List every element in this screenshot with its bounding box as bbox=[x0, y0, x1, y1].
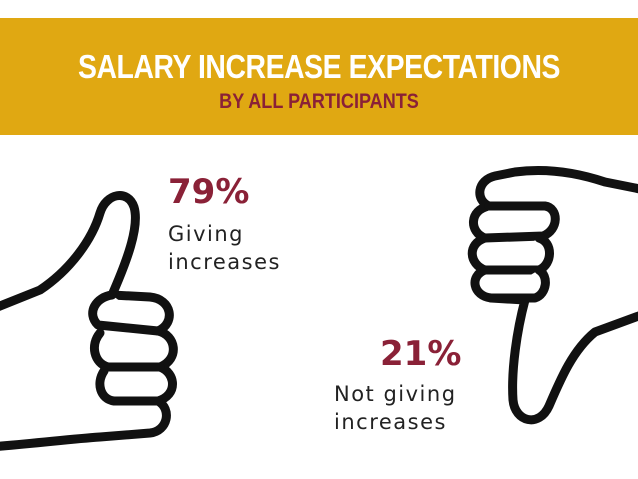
header-banner: SALARY INCREASE EXPECTATIONS BY ALL PART… bbox=[0, 18, 638, 135]
stat-percent-giving: 79% bbox=[168, 172, 250, 212]
page-title: SALARY INCREASE EXPECTATIONS bbox=[77, 48, 561, 85]
stat-label-giving-line2: increases bbox=[168, 250, 281, 274]
stat-label-not-giving-line1: Not giving bbox=[334, 382, 457, 406]
page-subtitle: BY ALL PARTICIPANTS bbox=[219, 90, 419, 113]
stat-label-giving-line1: Giving bbox=[168, 222, 245, 246]
stat-label-giving: Giving increases bbox=[168, 220, 281, 276]
stat-label-not-giving: Not giving increases bbox=[334, 380, 457, 436]
stat-label-not-giving-line2: increases bbox=[334, 410, 447, 434]
stat-percent-not-giving: 21% bbox=[380, 334, 462, 374]
thumbs-down-icon bbox=[467, 166, 638, 425]
thumbs-up-icon bbox=[0, 191, 178, 451]
